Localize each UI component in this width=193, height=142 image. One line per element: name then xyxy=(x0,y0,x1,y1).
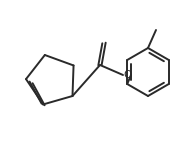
Text: O: O xyxy=(123,70,131,80)
